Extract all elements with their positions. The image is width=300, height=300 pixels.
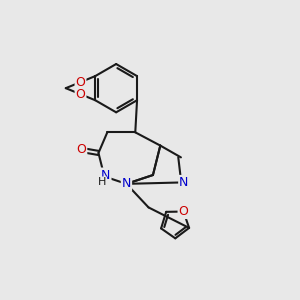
Text: N: N	[179, 176, 188, 189]
Text: N: N	[122, 177, 131, 190]
Text: O: O	[76, 143, 86, 157]
Text: N: N	[101, 169, 110, 182]
Text: O: O	[178, 205, 188, 218]
Text: O: O	[76, 76, 85, 88]
Text: H: H	[98, 177, 106, 188]
Text: O: O	[76, 88, 85, 101]
